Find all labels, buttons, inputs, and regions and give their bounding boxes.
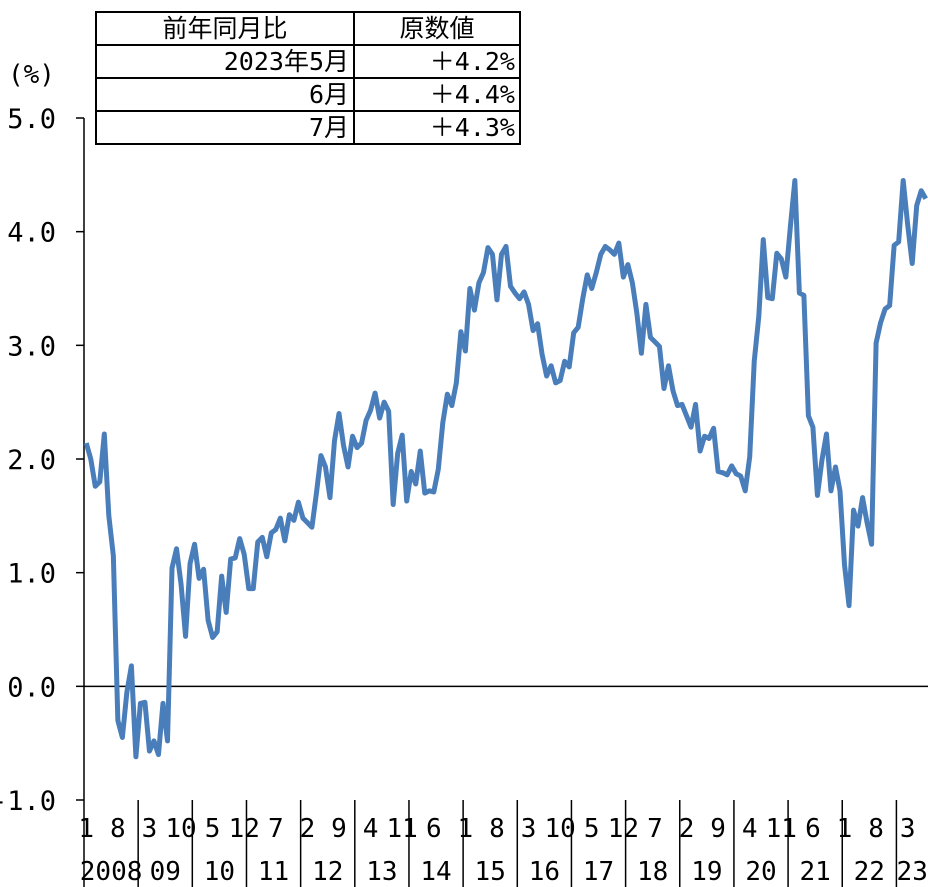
x-year-label: 16	[529, 857, 560, 887]
table-row: 2023年5月 ＋4.2%	[95, 44, 521, 79]
x-month-label: 10	[545, 814, 576, 844]
x-year-label: 23	[897, 857, 928, 887]
x-month-label: 7	[647, 814, 663, 844]
y-tick-label: 2.0	[7, 445, 56, 476]
x-month-label: 2	[300, 814, 316, 844]
x-month-label: 3	[900, 814, 916, 844]
x-month-label: 11	[387, 814, 418, 844]
summary-table-header-row: 前年同月比 原数値	[95, 11, 521, 46]
x-month-label: 5	[205, 814, 221, 844]
table-cell-value: ＋4.4%	[353, 77, 521, 112]
x-year-label: 13	[366, 857, 397, 887]
x-month-label: 12	[608, 814, 639, 844]
x-year-label: 21	[800, 857, 831, 887]
table-row: 6月 ＋4.4%	[95, 77, 521, 112]
x-month-label: 4	[742, 814, 758, 844]
x-month-label: 10	[165, 814, 196, 844]
y-tick-label: 1.0	[7, 559, 56, 590]
table-row: 7月 ＋4.3%	[95, 110, 521, 145]
x-month-label: 2	[679, 814, 695, 844]
y-tick-label: -1.0	[0, 786, 56, 817]
x-year-label: 17	[583, 857, 614, 887]
table-cell-value: ＋4.2%	[353, 44, 521, 79]
table-header-yoy: 前年同月比	[95, 11, 355, 46]
y-tick-labels: 5.0 4.0 3.0 2.0 1.0 0.0 -1.0	[0, 104, 56, 817]
series-line	[83, 178, 928, 760]
x-month-label: 9	[710, 814, 726, 844]
table-cell-period: 2023年5月	[95, 44, 355, 79]
x-month-label: 4	[363, 814, 379, 844]
x-month-label: 8	[489, 814, 505, 844]
table-cell-value: ＋4.3%	[353, 110, 521, 145]
y-tick-label: 0.0	[7, 672, 56, 703]
summary-table: 前年同月比 原数値 2023年5月 ＋4.2% 6月 ＋4.4% 7月 ＋4.3…	[95, 11, 521, 145]
x-month-label: 5	[584, 814, 600, 844]
x-month-label: 6	[426, 814, 442, 844]
x-month-label: 9	[331, 814, 347, 844]
table-cell-period: 7月	[95, 110, 355, 145]
y-tick-label: 5.0	[7, 104, 56, 135]
x-month-label: 1	[837, 814, 853, 844]
x-month-label: 7	[268, 814, 284, 844]
table-cell-period: 6月	[95, 77, 355, 112]
x-month-label: 1	[458, 814, 474, 844]
x-year-label: 09	[150, 857, 181, 887]
x-year-label: 10	[204, 857, 235, 887]
x-month-label: 12	[229, 814, 260, 844]
x-month-label: 1	[78, 814, 94, 844]
x-year-label: 11	[258, 857, 289, 887]
table-header-raw: 原数値	[353, 11, 521, 46]
y-tick-label: 4.0	[7, 218, 56, 249]
x-year-label: 15	[475, 857, 506, 887]
x-month-label: 8	[110, 814, 126, 844]
x-year-label: 2008	[80, 857, 143, 887]
x-year-label: 19	[691, 857, 722, 887]
x-year-label: 14	[420, 857, 451, 887]
x-year-label: 20	[745, 857, 776, 887]
x-month-label: 11	[766, 814, 797, 844]
x-year-label: 12	[312, 857, 343, 887]
x-month-label: 3	[142, 814, 158, 844]
x-year-label: 22	[854, 857, 885, 887]
x-month-label: 3	[521, 814, 537, 844]
x-month-label: 8	[868, 814, 884, 844]
y-axis-unit-label: (%)	[8, 60, 55, 90]
x-year-label: 18	[637, 857, 668, 887]
x-month-label: 6	[805, 814, 821, 844]
axes	[76, 117, 928, 887]
y-tick-label: 3.0	[7, 331, 56, 362]
